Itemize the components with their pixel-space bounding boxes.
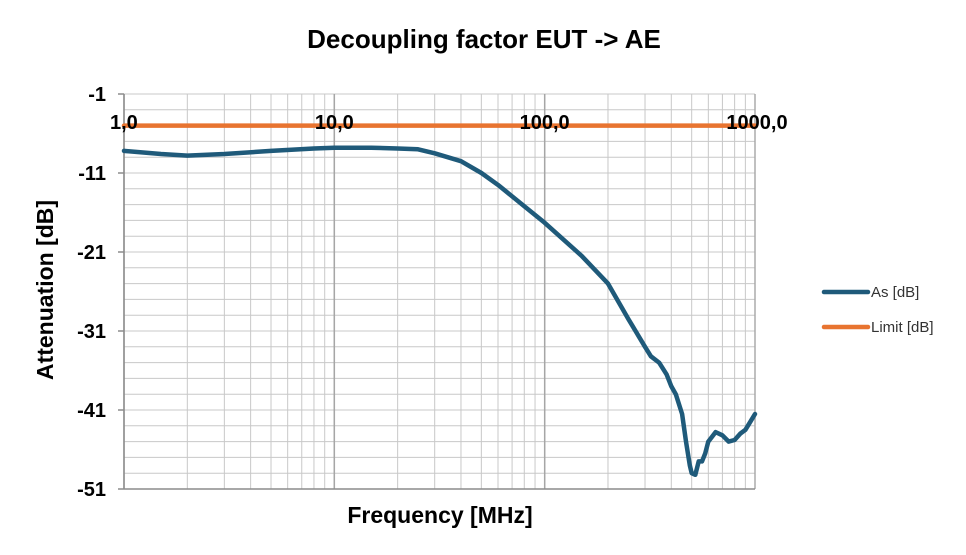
x-tick-label: 1,0 bbox=[110, 112, 138, 134]
y-tick-label: -11 bbox=[78, 163, 106, 185]
chart-title: Decoupling factor EUT -> AE bbox=[307, 24, 661, 54]
y-tick-label: -21 bbox=[77, 242, 106, 264]
y-tick-labels: -1 -11 -21 -31 -41 -51 bbox=[77, 84, 106, 501]
axes bbox=[118, 93, 755, 490]
x-tick-labels: 1,0 10,0 100,0 1000,0 bbox=[110, 112, 788, 134]
series-line bbox=[121, 145, 758, 478]
y-tick-label: -1 bbox=[88, 84, 106, 106]
x-tick-label: 10,0 bbox=[315, 112, 354, 134]
y-tick-label: -41 bbox=[77, 400, 106, 422]
legend: As [dB] Limit [dB] bbox=[821, 284, 934, 336]
grid bbox=[123, 93, 756, 490]
x-tick-label: 100,0 bbox=[520, 112, 570, 134]
series-group bbox=[121, 123, 758, 478]
legend-label: As [dB] bbox=[871, 284, 919, 301]
y-tick-label: -51 bbox=[77, 479, 106, 501]
legend-label: Limit [dB] bbox=[871, 319, 934, 336]
y-tick-label: -31 bbox=[77, 321, 106, 343]
x-tick-label: 1000,0 bbox=[726, 112, 787, 134]
y-axis-label: Attenuation [dB] bbox=[32, 200, 58, 380]
x-axis-label: Frequency [MHz] bbox=[347, 502, 532, 528]
